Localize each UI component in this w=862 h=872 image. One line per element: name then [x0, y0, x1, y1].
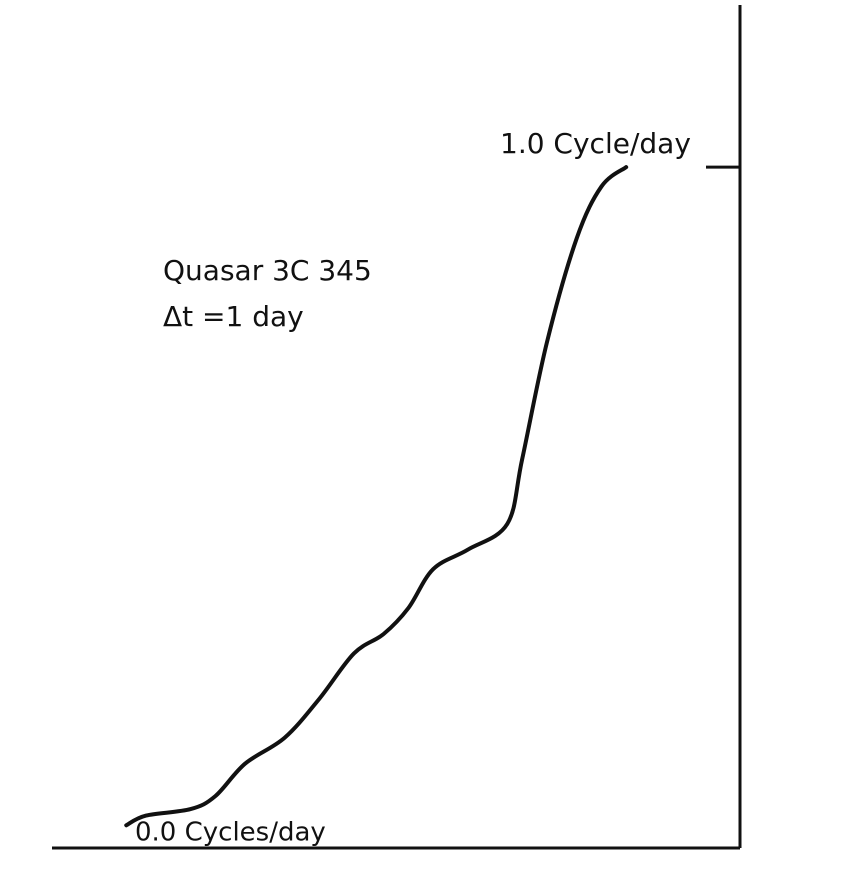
- data-line: [124, 165, 629, 828]
- annotation: Quasar 3C 345: [163, 254, 372, 287]
- annotation: 0.0 Cycles/day: [135, 818, 326, 848]
- annotation: 1.0 Cycle/day: [500, 127, 691, 160]
- annotation: Δt =1 day: [163, 300, 304, 333]
